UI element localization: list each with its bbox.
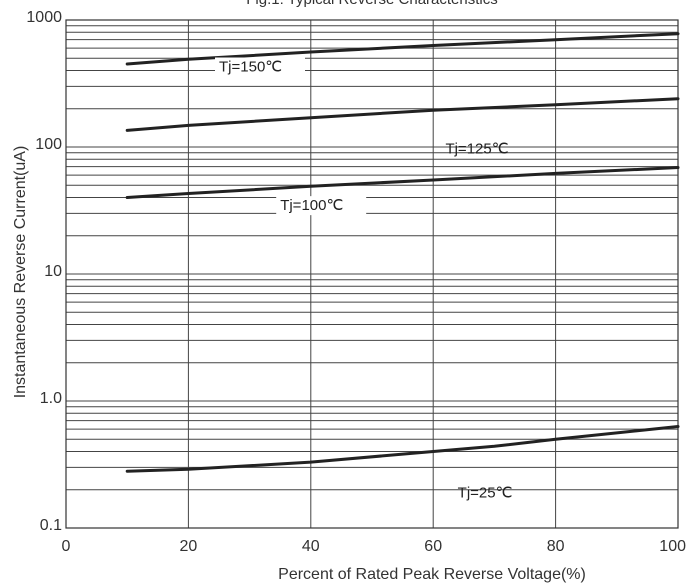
series-line xyxy=(125,97,680,132)
curve-label: Tj=125℃ xyxy=(445,141,508,158)
y-tick-label: 1.0 xyxy=(40,390,62,407)
x-tick-label: 80 xyxy=(547,538,565,555)
series-line xyxy=(125,166,680,199)
y-tick-label: 10 xyxy=(44,263,62,280)
y-tick-label: 0.1 xyxy=(40,517,62,534)
curve-label: Tj=100℃ xyxy=(280,197,343,214)
x-tick-label: 40 xyxy=(302,538,320,555)
grid xyxy=(66,20,678,528)
y-tick-label: 1000 xyxy=(26,9,62,26)
curve-label: Tj=25℃ xyxy=(458,484,513,501)
y-tick-labels: 0.1 1.0 10 100 1000 xyxy=(26,9,62,534)
y-tick-label: 100 xyxy=(35,136,62,153)
curve-label: Tj=150℃ xyxy=(219,59,282,76)
curve-labels: Tj=150℃ Tj=125℃ Tj=100℃ Tj=25℃ xyxy=(215,57,513,501)
y-axis-title: Instantaneous Reverse Current(uA) xyxy=(12,146,29,399)
series-line xyxy=(125,32,680,66)
plot-frame xyxy=(65,19,679,529)
x-axis-title: Percent of Rated Peak Reverse Voltage(%) xyxy=(278,566,586,583)
series-line xyxy=(125,425,680,473)
x-tick-label: 100 xyxy=(659,538,686,555)
label-background xyxy=(215,57,305,77)
x-tick-label: 60 xyxy=(424,538,442,555)
x-tick-label: 0 xyxy=(62,538,71,555)
chart-title: Fig.1: Typical Reverse Characteristics xyxy=(246,0,497,8)
x-tick-labels: 0 20 40 60 80 100 xyxy=(62,538,687,555)
series-group xyxy=(125,32,680,473)
x-tick-label: 20 xyxy=(180,538,198,555)
label-background xyxy=(276,196,367,216)
